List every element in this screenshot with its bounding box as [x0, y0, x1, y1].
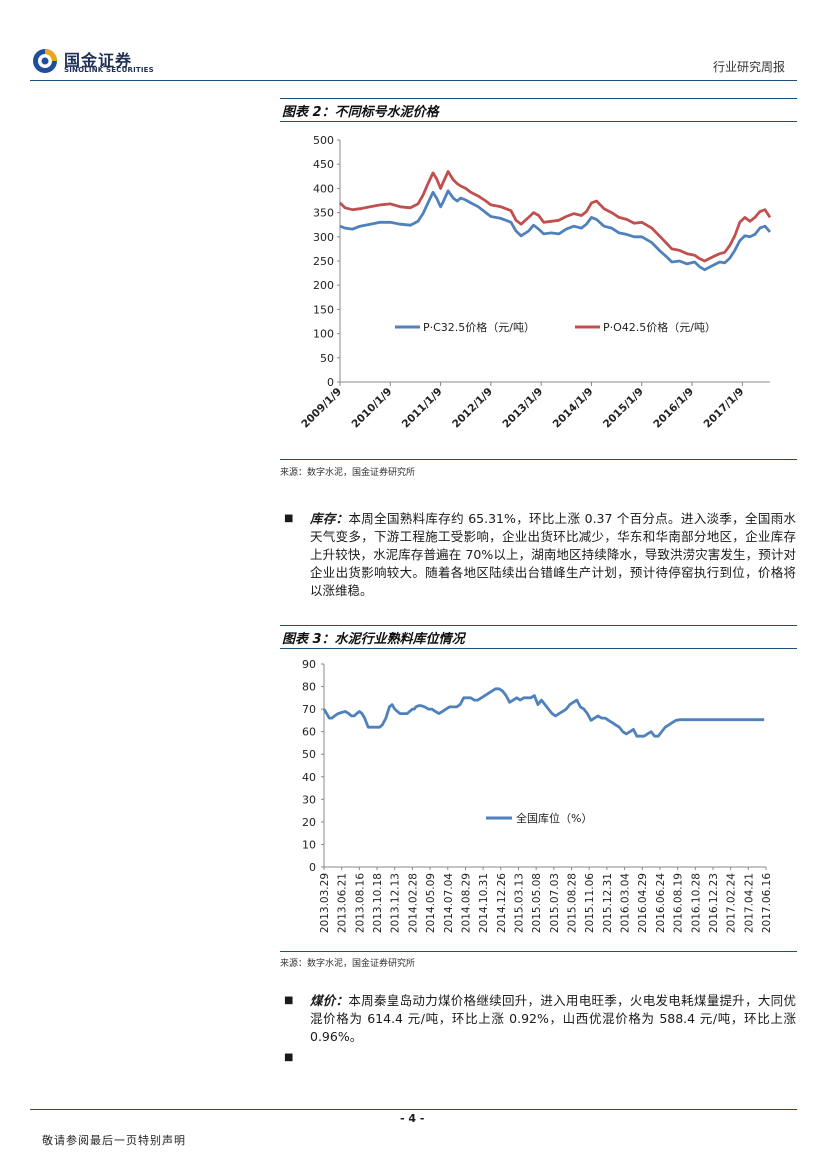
x-tick-label: 2013.06.21 [337, 873, 349, 933]
x-tick-label: 2013/1/9 [500, 386, 545, 431]
footer-divider [30, 1109, 797, 1110]
y-tick-label: 10 [302, 838, 316, 851]
figure2-title: 图表 2：不同标号水泥价格 [282, 105, 439, 120]
y-tick-label: 350 [313, 207, 334, 220]
figure3-title-bar: 图表 3：水泥行业熟料库位情况 [280, 625, 797, 649]
y-tick-label: 30 [302, 793, 316, 806]
x-tick-label: 2016.04.29 [637, 873, 649, 933]
x-tick-label: 2015.08.28 [567, 873, 579, 933]
y-tick-label: 0 [327, 376, 334, 389]
x-tick-label: 2016.03.04 [620, 873, 632, 933]
x-tick-label: 2014.08.29 [460, 873, 472, 933]
y-tick-label: 400 [313, 182, 334, 195]
figure3-source: 来源：数字水泥，国金证券研究所 [280, 959, 416, 969]
y-tick-label: 250 [313, 255, 334, 268]
coal-paragraph: 煤价：本周秦皇岛动力煤价格继续回升，进入用电旺季，火电发电耗煤量提升，大同优混价… [310, 992, 796, 1046]
y-tick-label: 500 [313, 134, 334, 147]
x-tick-label: 2009/1/9 [299, 386, 344, 431]
logo-text-en: SINOLINK SECURITIES [64, 66, 154, 74]
x-tick-label: 2014.10.31 [478, 873, 490, 933]
figure2-source-divider [280, 459, 797, 460]
bullet-icon: ■ [284, 513, 294, 524]
y-tick-label: 0 [309, 861, 316, 874]
y-tick-label: 90 [302, 658, 316, 671]
figure2-source: 来源：数字水泥，国金证券研究所 [280, 468, 416, 478]
series-line-po425 [339, 170, 772, 263]
bullet-icon: ■ [284, 1052, 294, 1063]
header-divider [30, 80, 797, 81]
x-tick-label: 2016.12.23 [708, 873, 720, 933]
figure3-source-divider [280, 951, 797, 952]
y-tick-label: 100 [313, 328, 334, 341]
x-tick-label: 2013.10.18 [372, 873, 384, 933]
x-tick-label: 2012/1/9 [450, 386, 495, 431]
legend-label: 全国库位（%） [516, 811, 592, 825]
x-tick-label: 2014.07.04 [443, 873, 455, 933]
x-tick-label: 2011/1/9 [400, 386, 445, 431]
y-tick-label: 150 [313, 303, 334, 316]
y-tick-label: 450 [313, 158, 334, 171]
x-tick-label: 2016.06.24 [655, 873, 667, 933]
x-tick-label: 2015.12.31 [602, 873, 614, 933]
inventory-text: 本周全国熟料库存约 65.31%，环比上涨 0.37 个百分点。进入淡季，全国雨… [310, 511, 796, 598]
logo-mark-icon [33, 49, 57, 73]
y-tick-label: 50 [302, 748, 316, 761]
series-line-inventory [322, 687, 765, 738]
y-tick-label: 80 [302, 681, 316, 694]
x-tick-label: 2013.08.16 [354, 873, 366, 933]
x-tick-label: 2013.12.13 [390, 873, 402, 933]
clinker-inventory-chart: 0 10 20 30 40 50 60 70 80 90 2013.03.29 2013.06.21 2… [302, 658, 773, 933]
y-tick-label: 40 [302, 771, 316, 784]
x-tick-label: 2016.08.19 [673, 873, 685, 933]
report-type: 行业研究周报 [712, 60, 785, 74]
y-tick-label: 60 [302, 726, 316, 739]
x-tick-label: 2014.05.09 [425, 873, 437, 933]
x-tick-label: 2015.03.13 [513, 873, 525, 933]
y-tick-label: 70 [302, 703, 316, 716]
x-tick-label: 2017.06.16 [761, 873, 773, 933]
figure3-title: 图表 3：水泥行业熟料库位情况 [282, 632, 465, 647]
y-tick-label: 200 [313, 279, 334, 292]
x-tick-label: 2015.07.03 [549, 873, 561, 933]
x-tick-label: 2017/1/9 [702, 386, 747, 431]
y-tick-label: 50 [320, 352, 334, 365]
y-tick-label: 20 [302, 816, 316, 829]
series-line-pc325 [339, 189, 772, 272]
x-tick-label: 2016.10.28 [690, 873, 702, 933]
legend-label: P·O42.5价格（元/吨） [603, 320, 716, 334]
x-tick-label: 2010/1/9 [350, 386, 395, 431]
x-tick-label: 2015.11.06 [584, 873, 596, 933]
inventory-label: 库存： [310, 511, 349, 526]
inventory-paragraph: 库存：本周全国熟料库存约 65.31%，环比上涨 0.37 个百分点。进入淡季，… [310, 510, 796, 600]
x-tick-label: 2014.12.26 [496, 873, 508, 933]
x-tick-label: 2013.03.29 [319, 873, 331, 933]
x-tick-label: 2015/1/9 [601, 386, 646, 431]
x-tick-label: 2016/1/9 [651, 386, 696, 431]
company-logo: 国金证券 SINOLINK SECURITIES [30, 45, 155, 77]
page-number: - 4 - [400, 1112, 425, 1125]
logo-text-cn: 国金证券 [64, 51, 133, 70]
bullet-icon: ■ [284, 995, 294, 1006]
x-tick-label: 2017.04.21 [743, 873, 755, 933]
x-tick-label: 2017.02.24 [726, 873, 738, 933]
coal-label: 煤价： [310, 993, 349, 1008]
x-tick-label: 2014.02.28 [407, 873, 419, 933]
x-tick-label: 2014/1/9 [551, 386, 596, 431]
x-tick-label: 2015.05.08 [531, 873, 543, 933]
disclaimer: 敬请参阅最后一页特别声明 [42, 1134, 186, 1147]
y-tick-label: 300 [313, 231, 334, 244]
figure2-title-bar: 图表 2：不同标号水泥价格 [280, 98, 797, 122]
legend-label: P·C32.5价格（元/吨） [423, 320, 535, 334]
coal-text: 本周秦皇岛动力煤价格继续回升，进入用电旺季，火电发电耗煤量提升，大同优混价格为 … [310, 993, 796, 1044]
